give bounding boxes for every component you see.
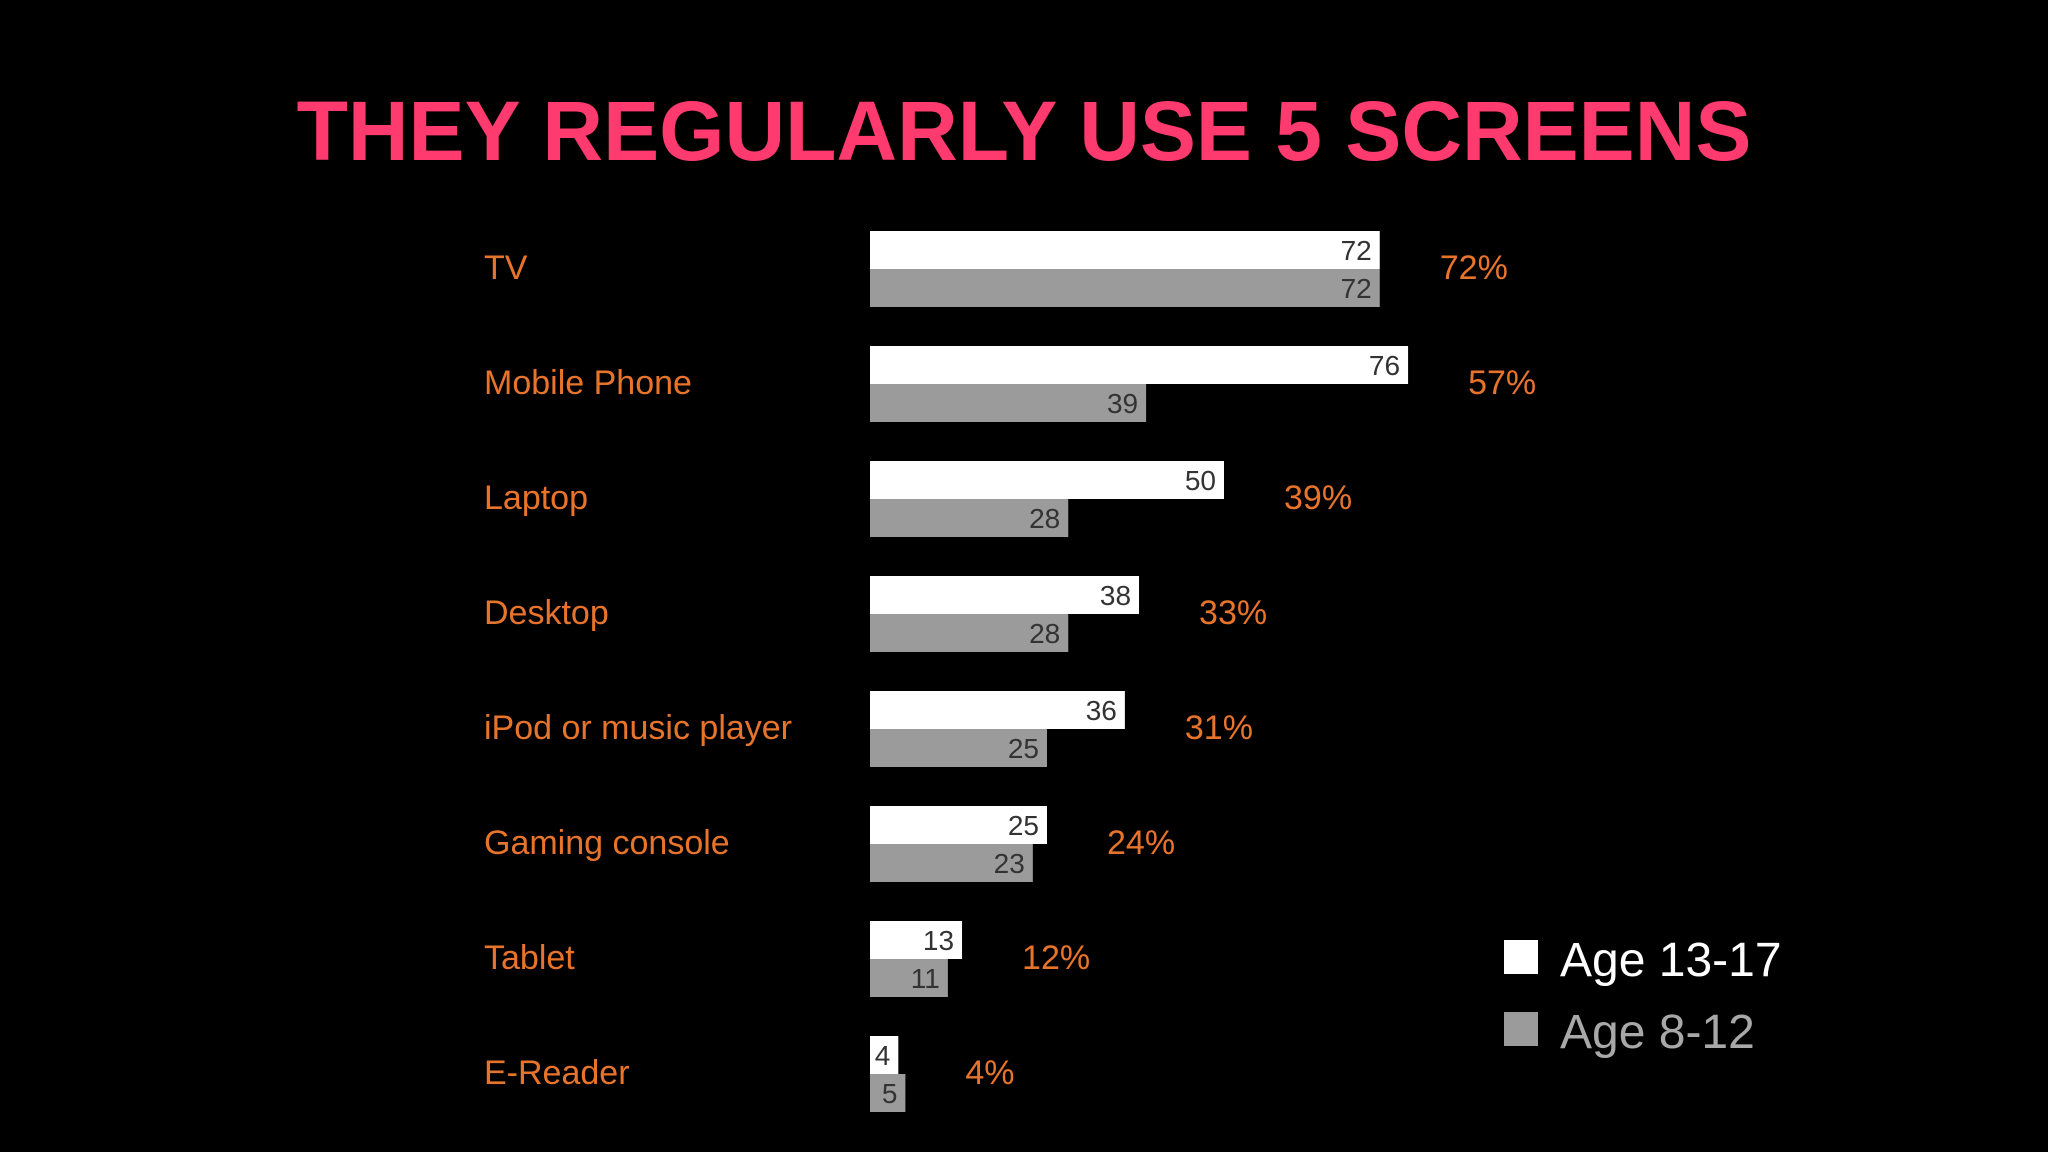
category-label: Mobile Phone	[484, 364, 692, 402]
bar	[870, 959, 948, 997]
bar	[870, 1074, 906, 1112]
bar	[870, 844, 1033, 882]
legend-label: Age 8-12	[1560, 1006, 1755, 1059]
chart-title: THEY REGULARLY USE 5 SCREENS	[297, 84, 1752, 178]
value-label: 72	[1341, 273, 1372, 304]
legend-label: Age 13-17	[1560, 934, 1782, 987]
total-label: 12%	[1022, 939, 1090, 977]
category-label: Laptop	[484, 479, 588, 517]
category-row: Mobile Phone 76 39 57%	[484, 346, 1536, 422]
value-label: 25	[1008, 810, 1039, 841]
value-label: 23	[994, 848, 1025, 879]
bar	[870, 231, 1380, 269]
value-label: 25	[1008, 733, 1039, 764]
category-label: Tablet	[484, 939, 575, 977]
category-row: Laptop 50 28 39%	[484, 461, 1352, 537]
bar	[870, 729, 1047, 767]
value-label: 28	[1029, 618, 1060, 649]
total-label: 72%	[1440, 249, 1508, 287]
bar	[870, 269, 1380, 307]
category-label: E-Reader	[484, 1054, 630, 1092]
plot-area: TV 72 72 72% Mobile Phone 76 39 57% Laptop 50 28 39…	[484, 231, 1536, 1112]
total-label: 57%	[1468, 364, 1536, 402]
value-label: 36	[1086, 695, 1117, 726]
total-label: 24%	[1107, 824, 1175, 862]
category-row: Gaming console 25 23 24%	[484, 806, 1175, 882]
total-label: 33%	[1199, 594, 1267, 632]
value-label: 50	[1185, 465, 1216, 496]
legend-item: Age 13-17	[1504, 934, 1782, 987]
bar	[870, 346, 1409, 384]
category-row: Tablet 13 11 12%	[484, 921, 1090, 997]
legend-swatch	[1504, 1012, 1538, 1046]
bar	[870, 384, 1147, 422]
value-label: 39	[1107, 388, 1138, 419]
category-label: iPod or music player	[484, 709, 792, 747]
category-label: TV	[484, 249, 528, 287]
value-label: 38	[1100, 580, 1131, 611]
value-label: 28	[1029, 503, 1060, 534]
bar	[870, 691, 1125, 729]
value-label: 76	[1369, 350, 1400, 381]
value-label: 11	[911, 963, 940, 994]
total-label: 39%	[1284, 479, 1352, 517]
bar	[870, 806, 1047, 844]
bar	[870, 461, 1224, 499]
bar	[870, 576, 1140, 614]
category-label: Gaming console	[484, 824, 730, 862]
category-row: Desktop 38 28 33%	[484, 576, 1267, 652]
bar	[870, 1036, 899, 1074]
value-label: 13	[923, 925, 954, 956]
legend: Age 13-17 Age 8-12	[1504, 934, 1782, 1059]
category-row: E-Reader 4 5 4%	[484, 1036, 1015, 1112]
category-label: Desktop	[484, 594, 609, 632]
total-label: 31%	[1185, 709, 1253, 747]
legend-item: Age 8-12	[1504, 1006, 1755, 1059]
bar	[870, 499, 1069, 537]
category-row: TV 72 72 72%	[484, 231, 1508, 307]
value-label: 4	[875, 1040, 891, 1071]
legend-swatch	[1504, 940, 1538, 974]
bar	[870, 614, 1069, 652]
total-label: 4%	[965, 1054, 1014, 1092]
bar	[870, 921, 963, 959]
category-row: iPod or music player 36 25 31%	[484, 691, 1253, 767]
value-label: 5	[882, 1078, 898, 1109]
value-label: 72	[1341, 235, 1372, 266]
